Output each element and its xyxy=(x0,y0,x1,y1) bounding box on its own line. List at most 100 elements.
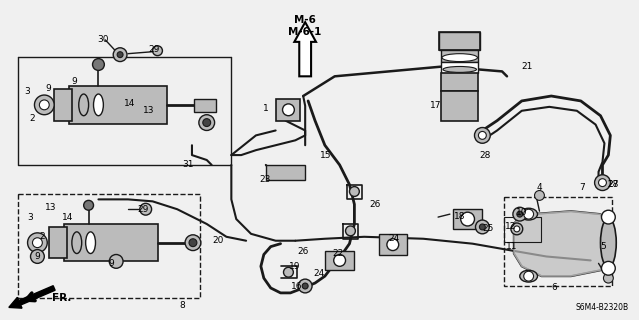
Text: 10: 10 xyxy=(516,208,527,217)
Circle shape xyxy=(153,46,162,56)
Circle shape xyxy=(40,100,49,110)
Bar xyxy=(504,217,541,242)
Text: 11: 11 xyxy=(506,242,518,251)
Circle shape xyxy=(461,212,475,226)
Text: 2: 2 xyxy=(40,232,45,241)
Circle shape xyxy=(513,207,527,221)
Text: 24: 24 xyxy=(389,234,400,243)
Circle shape xyxy=(346,226,355,236)
Text: 13: 13 xyxy=(45,203,57,212)
Text: 28: 28 xyxy=(479,151,491,160)
Circle shape xyxy=(334,254,346,266)
Text: 29: 29 xyxy=(138,205,149,214)
Circle shape xyxy=(93,59,104,70)
Text: 23: 23 xyxy=(259,175,270,184)
Bar xyxy=(64,224,157,261)
Ellipse shape xyxy=(520,270,537,282)
Bar xyxy=(266,165,305,180)
Text: 14: 14 xyxy=(62,212,73,221)
Circle shape xyxy=(189,239,197,247)
Text: 9: 9 xyxy=(35,252,40,261)
Text: 27: 27 xyxy=(608,180,619,189)
Text: M-6: M-6 xyxy=(294,15,316,25)
Text: 25: 25 xyxy=(482,224,494,233)
Text: 26: 26 xyxy=(369,200,381,209)
Circle shape xyxy=(517,211,523,217)
Circle shape xyxy=(35,95,54,115)
Text: 21: 21 xyxy=(522,62,533,71)
Circle shape xyxy=(524,209,534,219)
Circle shape xyxy=(603,273,613,283)
Text: 30: 30 xyxy=(98,36,109,44)
Text: 1: 1 xyxy=(263,104,268,113)
Text: 15: 15 xyxy=(320,151,332,160)
Ellipse shape xyxy=(79,94,89,116)
Circle shape xyxy=(199,115,215,131)
Bar xyxy=(49,227,67,259)
Circle shape xyxy=(117,52,123,58)
Text: 7: 7 xyxy=(579,183,585,192)
Circle shape xyxy=(203,119,211,126)
Circle shape xyxy=(298,279,312,293)
Text: 3: 3 xyxy=(27,212,33,221)
Circle shape xyxy=(599,179,606,187)
Ellipse shape xyxy=(72,232,82,253)
Bar xyxy=(439,32,481,50)
Circle shape xyxy=(475,127,490,143)
Bar xyxy=(441,61,479,73)
Bar xyxy=(18,195,200,298)
Circle shape xyxy=(479,132,486,139)
Bar xyxy=(325,251,355,270)
Bar xyxy=(441,91,479,121)
Text: 20: 20 xyxy=(213,236,224,245)
Circle shape xyxy=(140,203,151,215)
Bar xyxy=(194,99,215,112)
Circle shape xyxy=(284,267,293,277)
FancyArrow shape xyxy=(295,22,316,76)
Circle shape xyxy=(109,254,123,268)
Text: 14: 14 xyxy=(124,100,135,108)
Circle shape xyxy=(350,187,359,196)
Circle shape xyxy=(475,220,489,234)
Bar xyxy=(69,86,167,124)
Ellipse shape xyxy=(601,218,616,267)
Ellipse shape xyxy=(442,54,477,61)
Circle shape xyxy=(282,104,295,116)
Circle shape xyxy=(514,226,520,232)
Text: 16: 16 xyxy=(291,282,303,291)
Bar xyxy=(54,89,72,121)
Text: 4: 4 xyxy=(537,183,542,192)
Bar xyxy=(504,197,612,286)
Text: 13: 13 xyxy=(142,106,154,115)
Polygon shape xyxy=(514,211,608,276)
Circle shape xyxy=(595,175,610,190)
Circle shape xyxy=(601,210,615,224)
Text: 3: 3 xyxy=(25,87,31,96)
Bar xyxy=(441,50,479,61)
Text: 24: 24 xyxy=(313,269,325,278)
FancyArrow shape xyxy=(9,286,55,308)
Bar xyxy=(379,234,406,255)
Circle shape xyxy=(113,48,127,61)
Circle shape xyxy=(302,283,308,289)
Text: 22: 22 xyxy=(333,249,344,258)
Circle shape xyxy=(33,238,42,248)
Ellipse shape xyxy=(86,232,95,253)
Text: 9: 9 xyxy=(108,259,114,268)
Bar xyxy=(275,99,300,121)
Text: M-6-1: M-6-1 xyxy=(288,27,322,37)
Text: 18: 18 xyxy=(454,212,465,220)
Text: S6M4-B2320B: S6M4-B2320B xyxy=(576,303,629,312)
Text: 2: 2 xyxy=(29,114,35,123)
Text: 28: 28 xyxy=(608,180,619,189)
Text: 9: 9 xyxy=(45,84,51,92)
Bar xyxy=(453,209,482,229)
Circle shape xyxy=(601,261,615,275)
Circle shape xyxy=(84,200,93,210)
Text: 12: 12 xyxy=(505,222,516,231)
Ellipse shape xyxy=(443,67,477,72)
Circle shape xyxy=(535,190,544,200)
Bar xyxy=(441,73,479,91)
Text: FR.: FR. xyxy=(52,293,72,303)
Circle shape xyxy=(524,271,534,281)
